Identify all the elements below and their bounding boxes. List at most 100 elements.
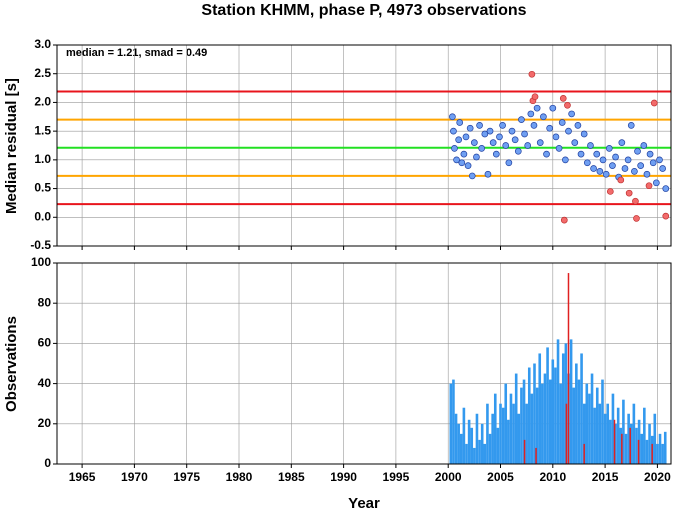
bar bbox=[603, 413, 607, 464]
bar bbox=[565, 403, 568, 464]
bar bbox=[632, 403, 636, 464]
point bbox=[562, 156, 569, 164]
point bbox=[555, 145, 563, 152]
point bbox=[453, 156, 460, 164]
point bbox=[633, 215, 640, 222]
x-tick-label: 1980 bbox=[226, 470, 253, 484]
bar bbox=[523, 439, 526, 464]
bar bbox=[462, 407, 466, 464]
y-tick-label: 80 bbox=[38, 295, 52, 309]
bar bbox=[530, 393, 534, 464]
bar bbox=[653, 413, 657, 464]
bar bbox=[501, 407, 505, 464]
point bbox=[631, 167, 638, 175]
bar bbox=[478, 439, 481, 464]
bar bbox=[575, 363, 578, 464]
bar bbox=[514, 373, 518, 464]
bar bbox=[582, 403, 586, 464]
point bbox=[533, 104, 541, 112]
bar bbox=[645, 439, 649, 464]
point bbox=[460, 150, 468, 158]
bar bbox=[559, 383, 562, 464]
point bbox=[602, 170, 610, 178]
bar bbox=[548, 379, 552, 464]
point bbox=[481, 130, 489, 138]
point bbox=[549, 104, 557, 112]
point bbox=[571, 139, 579, 146]
point bbox=[521, 130, 528, 138]
bar bbox=[577, 379, 581, 464]
point bbox=[560, 216, 568, 224]
bar bbox=[551, 359, 555, 464]
bar bbox=[488, 433, 492, 464]
point bbox=[518, 116, 525, 124]
y-tick-label: 1.0 bbox=[34, 152, 51, 166]
point bbox=[577, 150, 585, 158]
bar bbox=[572, 387, 576, 464]
bar bbox=[593, 407, 596, 464]
bar bbox=[527, 367, 531, 464]
bar bbox=[609, 419, 612, 464]
point bbox=[559, 95, 567, 102]
point bbox=[524, 142, 532, 149]
bar bbox=[656, 443, 659, 464]
bar bbox=[457, 423, 460, 464]
point bbox=[527, 110, 535, 118]
annotation: median = 1.21, smad = 0.49 bbox=[66, 47, 207, 59]
point bbox=[606, 188, 614, 195]
bar bbox=[614, 423, 617, 464]
point bbox=[662, 185, 670, 192]
point bbox=[583, 159, 591, 167]
bar bbox=[637, 439, 640, 464]
x-tick-label: 1965 bbox=[69, 470, 96, 484]
bar bbox=[616, 407, 620, 464]
bar bbox=[561, 353, 565, 464]
point bbox=[450, 127, 457, 135]
y-tick-label: 1.5 bbox=[34, 123, 51, 137]
bar bbox=[651, 443, 653, 464]
y-tick-label: 3.0 bbox=[34, 37, 51, 51]
bar bbox=[635, 427, 638, 464]
point bbox=[646, 150, 654, 158]
bar bbox=[507, 419, 510, 464]
x-axis-label: Year bbox=[348, 495, 380, 511]
point bbox=[565, 127, 572, 135]
y-tick-label: 100 bbox=[31, 255, 51, 269]
point bbox=[456, 119, 464, 126]
bar bbox=[520, 387, 523, 464]
bar bbox=[585, 383, 589, 464]
bar bbox=[595, 387, 599, 464]
y-axis-label: Observations bbox=[3, 316, 20, 412]
point bbox=[621, 165, 629, 172]
point bbox=[502, 142, 510, 149]
point bbox=[580, 130, 588, 138]
point bbox=[599, 156, 607, 164]
y-tick-label: 0 bbox=[44, 456, 51, 470]
x-tick-label: 1995 bbox=[383, 470, 410, 484]
point bbox=[656, 156, 663, 164]
point bbox=[462, 133, 470, 141]
point bbox=[528, 70, 536, 78]
x-tick-label: 1975 bbox=[173, 470, 200, 484]
bar bbox=[483, 443, 487, 464]
bar bbox=[496, 427, 500, 464]
chart-title: Station KHMM, phase P, 4973 observations bbox=[201, 2, 526, 19]
point bbox=[617, 176, 625, 184]
point bbox=[531, 93, 539, 101]
bar bbox=[648, 423, 651, 464]
bar bbox=[541, 383, 544, 464]
bar bbox=[543, 373, 547, 464]
y-tick-label: 2.0 bbox=[34, 95, 51, 109]
point bbox=[478, 145, 486, 152]
y-tick-label: 2.5 bbox=[34, 66, 51, 80]
bar bbox=[535, 387, 539, 464]
bar bbox=[509, 393, 513, 464]
point bbox=[574, 122, 582, 129]
x-tick-label: 1985 bbox=[278, 470, 305, 484]
point bbox=[508, 127, 516, 135]
bar bbox=[467, 419, 471, 464]
point bbox=[458, 159, 466, 167]
point bbox=[499, 122, 506, 129]
point bbox=[609, 162, 616, 169]
point bbox=[650, 99, 658, 107]
